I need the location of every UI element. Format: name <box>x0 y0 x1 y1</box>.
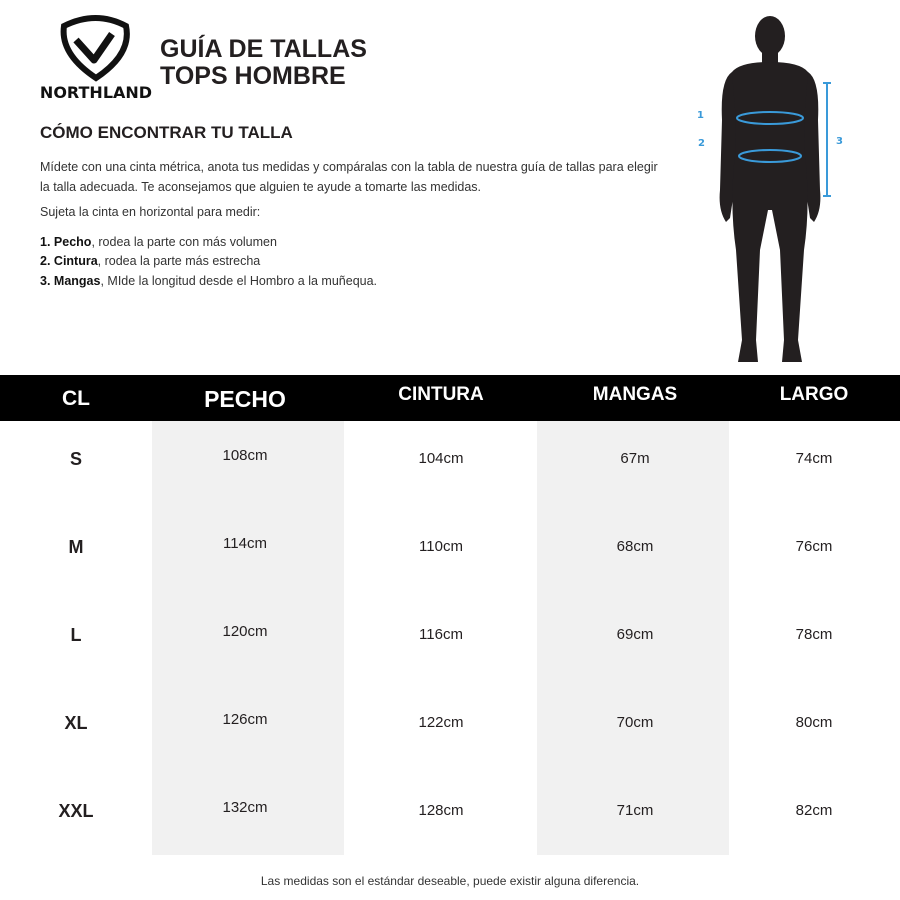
step-item: 2. Cintura, rodea la parte más estrecha <box>40 252 680 272</box>
footer-note: Las medidas son el estándar deseable, pu… <box>260 874 640 888</box>
column-header-cintura: CINTURA <box>398 384 484 405</box>
table-cell: 78cm <box>795 626 833 643</box>
step-num: 2. <box>40 254 51 268</box>
table-cell: 114cm <box>223 535 267 552</box>
size-label: M <box>68 537 84 557</box>
column-header-largo: LARGO <box>779 384 849 405</box>
table-cell: 68cm <box>616 538 654 555</box>
table-cell: 126cm <box>222 711 268 728</box>
table-cell: 69cm <box>616 626 654 643</box>
column-header-cl: CL <box>62 387 90 410</box>
size-label: XXL <box>58 801 94 821</box>
table-cell: 70cm <box>616 714 654 731</box>
instructions-heading: CÓMO ENCONTRAR TU TALLA <box>40 123 293 142</box>
column-shade-pecho <box>152 421 344 855</box>
body-silhouette-figure: 1 2 3 <box>690 10 860 370</box>
size-label: XL <box>64 713 88 733</box>
step-item: 1. Pecho, rodea la parte con más volumen <box>40 233 680 253</box>
table-cell: 116cm <box>419 626 463 643</box>
page-title: GUÍA DE TALLAS <box>160 35 367 63</box>
table-cell: 80cm <box>795 714 833 731</box>
size-label: S <box>69 449 82 469</box>
table-cell: 74cm <box>795 450 833 467</box>
table-cell: 82cm <box>795 802 833 819</box>
step-num: 3. <box>40 273 51 288</box>
step-term: Mangas <box>53 273 101 288</box>
step-term: Cintura <box>53 254 98 268</box>
table-header-band <box>0 375 900 421</box>
step-text: , rodea la parte más estrecha <box>97 254 261 268</box>
table-cell: 120cm <box>222 623 268 640</box>
instructions-paragraph: Mídete con una cinta métrica, anota tus … <box>40 160 658 194</box>
measure-label-3: 3 <box>836 136 843 147</box>
step-item: 3. Mangas, MIde la longitud desde el Hom… <box>40 272 680 292</box>
steps-list: 1. Pecho, rodea la parte con más volumen… <box>40 233 680 292</box>
step-text: , MIde la longitud desde el Hombro a la … <box>100 273 378 288</box>
northland-logo: NORTHLAND <box>40 14 152 102</box>
table-cell: 71cm <box>616 802 654 819</box>
table-cell: 132cm <box>222 799 268 816</box>
instructions-block: CÓMO ENCONTRAR TU TALLA Mídete con una c… <box>40 122 680 291</box>
title-block: GUÍA DE TALLAS TOPS HOMBRE <box>160 36 367 90</box>
step-text: , rodea la parte con más volumen <box>91 234 277 249</box>
table-cell: 122cm <box>418 714 464 731</box>
measure-label-1: 1 <box>697 110 704 121</box>
column-shade-mangas <box>537 421 729 855</box>
step-term: Pecho <box>53 234 92 249</box>
measure-label-2: 2 <box>698 138 705 149</box>
instructions-lead: Sujeta la cinta en horizontal para medir… <box>40 205 261 219</box>
column-header-mangas: MANGAS <box>592 384 678 405</box>
table-cell: 110cm <box>419 538 463 555</box>
logo-text: NORTHLAND <box>40 83 152 100</box>
table-cell: 128cm <box>418 802 464 819</box>
table-cell: 67m <box>620 450 650 467</box>
column-header-pecho: PECHO <box>204 386 286 412</box>
page-subtitle: TOPS HOMBRE <box>160 62 346 90</box>
step-num: 1. <box>40 234 51 249</box>
table-cell: 76cm <box>795 538 833 555</box>
table-cell: 108cm <box>222 447 268 464</box>
size-label: L <box>70 625 82 645</box>
table-cell: 104cm <box>418 450 464 467</box>
